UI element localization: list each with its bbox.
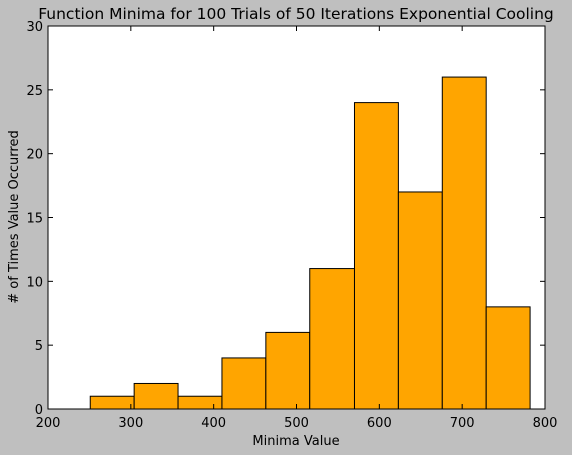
bars-group (89, 76, 531, 410)
histogram-bar-10 (485, 306, 531, 410)
y-tick-label: 30 (26, 20, 43, 35)
histogram-bar-4 (221, 357, 267, 410)
x-tick-label: 600 (367, 416, 392, 431)
histogram-bar-8 (397, 191, 443, 410)
histogram-bar-1 (89, 395, 135, 410)
x-tick-label: 700 (450, 416, 475, 431)
y-tick-label: 0 (35, 403, 43, 418)
y-tick-label: 25 (26, 84, 43, 99)
x-tick-label: 200 (36, 416, 61, 431)
histogram-bar-6 (309, 268, 355, 410)
chart-title: Function Minima for 100 Trials of 50 Ite… (38, 5, 554, 23)
histogram-bar-7 (353, 102, 399, 410)
y-tick-label: 15 (26, 212, 43, 227)
ticks-group: 200 300 400 500 600 700 800 0 5 10 15 20 25 30 (26, 20, 557, 431)
histogram-bar-9 (441, 76, 487, 410)
x-tick-label: 500 (284, 416, 309, 431)
x-axis-label: Minima Value (252, 434, 339, 449)
x-tick-label: 400 (201, 416, 226, 431)
y-tick-label: 20 (26, 148, 43, 163)
y-axis-label: # of Times Value Occurred (7, 130, 22, 303)
y-tick-label: 10 (26, 275, 43, 290)
histogram-bar-2 (133, 382, 179, 410)
histogram-bar-5 (265, 331, 311, 410)
y-tick-label: 5 (35, 339, 43, 354)
x-tick-label: 300 (118, 416, 143, 431)
histogram-bar-3 (177, 395, 223, 410)
x-tick-label: 800 (533, 416, 558, 431)
